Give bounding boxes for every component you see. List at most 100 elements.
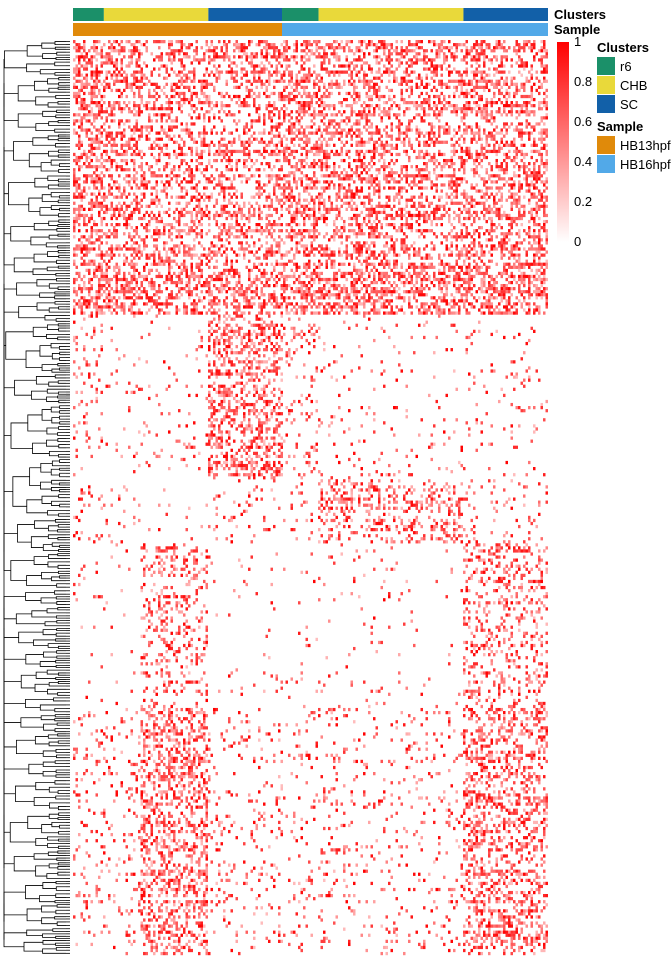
heatmap-cell	[388, 70, 391, 74]
heatmap-cell	[263, 67, 266, 71]
dendrogram-branch	[41, 194, 59, 202]
heatmap-cell	[348, 46, 351, 50]
heatmap-cell	[133, 76, 136, 80]
heatmap-cell	[520, 165, 523, 169]
heatmap-cell	[98, 104, 101, 108]
heatmap-cell	[520, 122, 523, 126]
heatmap-cell	[328, 85, 331, 89]
heatmap-cell	[510, 195, 513, 199]
heatmap-cell	[338, 152, 341, 157]
heatmap-cell	[463, 55, 466, 59]
heatmap-cell	[218, 40, 221, 44]
heatmap-cell	[428, 107, 431, 111]
dendrogram-branch	[50, 406, 60, 413]
heatmap-cell	[265, 40, 268, 44]
heatmap-cell	[540, 155, 543, 160]
heatmap-cell	[323, 107, 326, 111]
heatmap-cell	[380, 79, 383, 83]
heatmap-cell	[78, 119, 81, 123]
heatmap-cell	[305, 152, 308, 157]
heatmap-cell	[400, 131, 403, 135]
heatmap-cell	[75, 143, 78, 147]
heatmap-cell	[523, 101, 526, 105]
heatmap-cell	[538, 85, 541, 89]
heatmap-cell	[395, 116, 398, 120]
heatmap-cell	[238, 110, 241, 114]
heatmap-cell	[293, 49, 296, 53]
heatmap-cell	[163, 85, 166, 89]
heatmap-cell	[105, 195, 108, 199]
heatmap-cell	[138, 91, 141, 96]
heatmap-cell	[333, 113, 336, 117]
heatmap-cell	[323, 61, 326, 65]
heatmap-cell	[373, 107, 376, 111]
heatmap-cell	[270, 177, 273, 181]
heatmap-cell	[368, 168, 371, 172]
dendrogram-branch	[48, 450, 66, 457]
heatmap-cell	[320, 143, 323, 147]
heatmap-cell	[423, 134, 426, 138]
heatmap-cell	[85, 177, 88, 181]
heatmap-cell	[133, 73, 136, 77]
heatmap-cell	[425, 113, 428, 117]
heatmap-cell	[288, 192, 291, 196]
heatmap-cell	[483, 61, 486, 65]
heatmap-cell	[500, 46, 503, 50]
dendrogram-branch	[56, 601, 66, 605]
heatmap-cell	[325, 152, 328, 157]
heatmap-cell	[505, 88, 508, 93]
annotation-segment-sc	[463, 8, 548, 21]
heatmap-cell	[500, 177, 503, 181]
heatmap-cell	[375, 146, 378, 150]
heatmap-cell	[405, 131, 408, 135]
heatmap-cell	[355, 140, 358, 144]
dendrogram-branch	[47, 561, 66, 568]
heatmap-cell	[400, 165, 403, 169]
heatmap-cell	[223, 58, 226, 62]
heatmap-cell	[195, 52, 198, 56]
heatmap-cell	[530, 91, 533, 96]
heatmap-cell	[388, 97, 391, 102]
heatmap-cell	[483, 110, 486, 114]
heatmap-cell	[73, 131, 76, 135]
heatmap-cell	[143, 180, 146, 184]
heatmap-cell	[293, 195, 296, 199]
heatmap-cell	[215, 52, 218, 56]
heatmap-cell	[430, 131, 433, 135]
heatmap-cell	[303, 134, 306, 138]
heatmap-cell	[368, 40, 371, 44]
heatmap-cell	[208, 149, 211, 154]
heatmap-cell	[103, 128, 106, 132]
heatmap-cell	[85, 73, 88, 77]
heatmap-cell	[360, 67, 363, 71]
heatmap-cell	[528, 134, 531, 138]
heatmap-cell	[368, 97, 371, 102]
dendrogram-branch	[56, 620, 66, 624]
heatmap-cell	[140, 198, 143, 202]
heatmap-cell	[235, 64, 238, 68]
heatmap-cell	[385, 180, 388, 184]
heatmap-cell	[405, 107, 408, 111]
heatmap-cell	[138, 40, 141, 44]
heatmap-cell	[543, 70, 546, 74]
heatmap-cell	[190, 131, 193, 135]
heatmap-cell	[225, 49, 228, 53]
heatmap-cell	[100, 140, 103, 144]
heatmap-cell	[388, 113, 391, 117]
heatmap-cell	[378, 180, 381, 184]
heatmap-cell	[273, 55, 276, 59]
heatmap-cell	[445, 131, 448, 135]
heatmap-cell	[345, 104, 348, 108]
dendrogram-branch	[20, 674, 37, 689]
heatmap-cell	[523, 61, 526, 65]
heatmap-cell	[433, 143, 436, 147]
heatmap-cell	[258, 131, 261, 135]
heatmap-cell	[183, 91, 186, 96]
heatmap-cell	[368, 192, 371, 196]
heatmap-cell	[503, 40, 506, 44]
heatmap-cell	[283, 52, 286, 56]
heatmap-cell	[258, 91, 261, 96]
heatmap-cell	[228, 158, 231, 163]
heatmap-cell	[158, 143, 161, 147]
heatmap-cell	[443, 55, 446, 59]
